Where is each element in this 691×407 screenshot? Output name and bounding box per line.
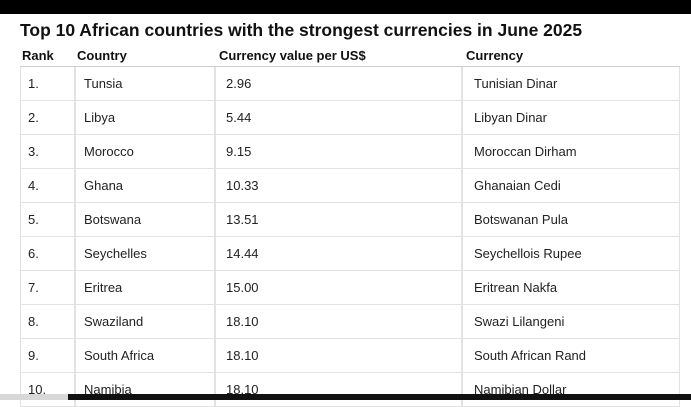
column-header: Currency — [462, 45, 680, 67]
table-cell: Eritrean Nakfa — [462, 271, 680, 305]
table-cell: Eritrea — [75, 271, 215, 305]
column-header: Country — [75, 45, 215, 67]
title: Top 10 African countries with the strong… — [20, 20, 583, 40]
table-cell: 9.15 — [215, 135, 462, 169]
table-cell: Tunisian Dinar — [462, 67, 680, 101]
column-header: Currency value per US$ — [215, 45, 462, 67]
top-bar — [0, 0, 691, 14]
table-cell: 14.44 — [215, 237, 462, 271]
table-cell: 5. — [20, 203, 75, 237]
table-cell: South Africa — [75, 339, 215, 373]
table-cell: Ghanaian Cedi — [462, 169, 680, 203]
column-header: Rank — [20, 45, 75, 67]
table-cell: 3. — [20, 135, 75, 169]
bottom-bar — [68, 394, 691, 400]
table-cell: 5.44 — [215, 101, 462, 135]
table-cell: Botswana — [75, 203, 215, 237]
table-cell: Libyan Dinar — [462, 101, 680, 135]
table-cell: Libya — [75, 101, 215, 135]
table-cell: Namibia — [75, 373, 215, 407]
table-cell: 4. — [20, 169, 75, 203]
table-cell: Ghana — [75, 169, 215, 203]
table-cell: Morocco — [75, 135, 215, 169]
table-cell: 2.96 — [215, 67, 462, 101]
table-cell: 10.33 — [215, 169, 462, 203]
table-cell: Seychelles — [75, 237, 215, 271]
table-cell: Swaziland — [75, 305, 215, 339]
table-cell: 8. — [20, 305, 75, 339]
table-cell: South African Rand — [462, 339, 680, 373]
table-cell: Namibian Dollar — [462, 373, 680, 407]
table-cell: 6. — [20, 237, 75, 271]
table-cell: 9. — [20, 339, 75, 373]
table-cell: Botswanan Pula — [462, 203, 680, 237]
table-cell: Tunsia — [75, 67, 215, 101]
table-cell: 2. — [20, 101, 75, 135]
table-cell: 18.10 — [215, 305, 462, 339]
table-cell: 7. — [20, 271, 75, 305]
table-cell: Seychellois Rupee — [462, 237, 680, 271]
table-cell: Moroccan Dirham — [462, 135, 680, 169]
table-cell: 15.00 — [215, 271, 462, 305]
table-cell: 13.51 — [215, 203, 462, 237]
table-cell: 18.10 — [215, 339, 462, 373]
table-cell: 1. — [20, 67, 75, 101]
table-cell: 18.10 — [215, 373, 462, 407]
bottom-strip — [0, 394, 68, 400]
table-cell: 10. — [20, 373, 75, 407]
table-cell: Swazi Lilangeni — [462, 305, 680, 339]
